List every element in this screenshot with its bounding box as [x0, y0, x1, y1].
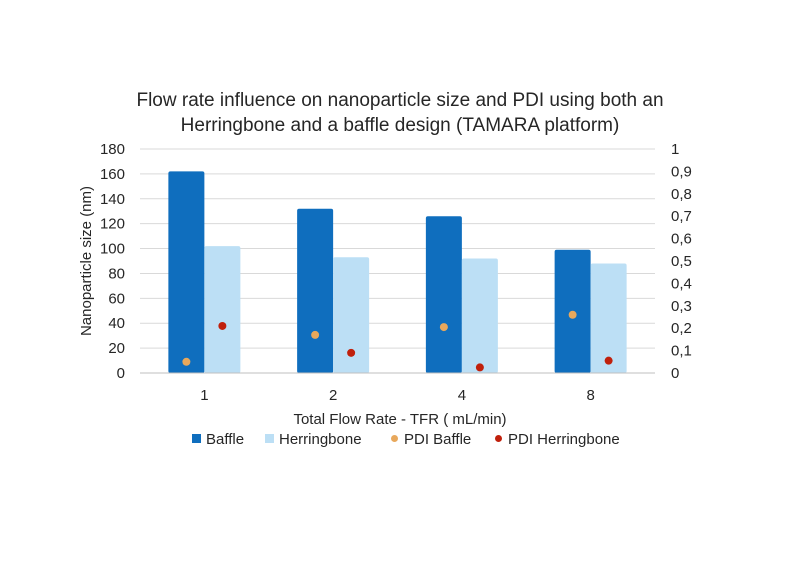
bar-baffle	[425, 216, 462, 373]
y2-tick-label: 0,7	[671, 208, 692, 225]
y-tick-label: 180	[100, 141, 125, 158]
bar-baffle	[297, 208, 334, 373]
y2-tick-label: 0,5	[671, 253, 692, 270]
y-tick-label: 20	[108, 340, 125, 357]
x-tick-label: 2	[329, 387, 337, 404]
y-tick-label: 40	[108, 315, 125, 332]
y-tick-label: 160	[100, 166, 125, 183]
y-axis-ticks: 0 20 40 60 80 100 120 140 160 180	[100, 141, 125, 382]
y2-tick-label: 0,3	[671, 298, 692, 315]
point-pdi-herringbone	[218, 321, 227, 330]
y-tick-label: 0	[117, 365, 125, 382]
point-pdi-herringbone	[475, 363, 484, 372]
legend: Baffle Herringbone PDI Baffle PDI Herringbo…	[192, 431, 620, 448]
y2-tick-label: 0,4	[671, 275, 692, 292]
y2-tick-label: 0,2	[671, 320, 692, 337]
y-tick-label: 80	[108, 265, 125, 282]
legend-swatch	[495, 435, 502, 442]
secondary-y-axis-ticks: 0 0,1 0,2 0,3 0,4 0,5 0,6 0,7 0,8 0,9 1	[671, 141, 692, 382]
point-pdi-herringbone	[347, 348, 356, 357]
x-tick-label: 8	[586, 387, 594, 404]
y-axis-title: Nanoparticle size (nm)	[78, 186, 95, 336]
legend-swatch	[192, 434, 201, 443]
bar-herringbone	[333, 257, 370, 373]
point-pdi-herringbone	[604, 356, 613, 365]
legend-label: PDI Herringbone	[508, 431, 620, 448]
legend-swatch	[265, 434, 274, 443]
y2-tick-label: 0,8	[671, 186, 692, 203]
bar-herringbone	[204, 246, 241, 373]
point-pdi-baffle	[311, 330, 320, 339]
point-pdi-baffle	[439, 323, 448, 332]
y2-tick-label: 0	[671, 365, 679, 382]
scatter-marks	[182, 310, 613, 372]
y2-tick-label: 0,1	[671, 343, 692, 360]
chart-title-line-2: Herringbone and a baffle design (TAMARA …	[181, 115, 620, 136]
legend-swatch	[391, 435, 398, 442]
y-tick-label: 60	[108, 290, 125, 307]
y-tick-label: 100	[100, 241, 125, 258]
y2-tick-label: 0,9	[671, 163, 692, 180]
point-pdi-baffle	[182, 357, 191, 366]
legend-label: Baffle	[206, 431, 244, 448]
point-pdi-baffle	[568, 310, 577, 319]
x-axis-ticks: 1 2 4 8	[200, 387, 595, 404]
x-tick-label: 4	[458, 387, 466, 404]
bar-herringbone	[590, 263, 627, 373]
legend-label: Herringbone	[279, 431, 362, 448]
x-axis-title: Total Flow Rate - TFR ( mL/min)	[293, 411, 506, 428]
bar-baffle	[168, 171, 205, 373]
y2-tick-label: 1	[671, 141, 679, 158]
y-tick-label: 120	[100, 216, 125, 233]
y2-tick-label: 0,6	[671, 231, 692, 248]
bar-marks	[168, 171, 627, 373]
chart-title-line-1: Flow rate influence on nanoparticle size…	[136, 90, 663, 111]
legend-label: PDI Baffle	[404, 431, 471, 448]
bar-herringbone	[461, 258, 498, 373]
x-tick-label: 1	[200, 387, 208, 404]
y-tick-label: 140	[100, 191, 125, 208]
